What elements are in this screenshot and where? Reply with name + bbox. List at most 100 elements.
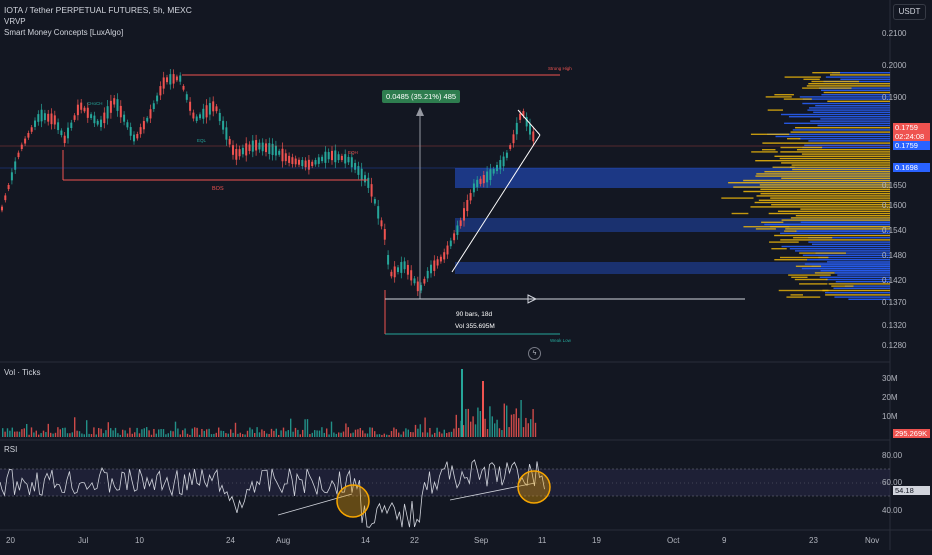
volume-bar	[76, 430, 78, 437]
volume-profile-bar	[825, 76, 890, 78]
candle-body	[245, 143, 248, 156]
rsi-pane-title[interactable]: RSI	[4, 445, 18, 454]
volume-bar	[198, 434, 201, 437]
volume-profile-bar	[762, 149, 776, 151]
candle-body	[152, 103, 155, 110]
bars-label: 90 bars, 18d	[456, 311, 493, 318]
volume-profile-bar	[788, 116, 890, 118]
indicator-vrvp[interactable]: VRVP	[4, 17, 26, 26]
volume-profile-bar	[777, 210, 890, 212]
volume-bar	[321, 427, 323, 437]
volume-profile-bar	[828, 283, 890, 285]
volume-profile-bar	[767, 133, 890, 135]
volume-profile-bar	[721, 197, 754, 199]
volume-profile-bar	[789, 248, 890, 250]
volume-profile-bar	[834, 272, 890, 274]
candle-body	[436, 259, 439, 266]
volume-profile-bar	[762, 142, 890, 144]
rsi-line	[0, 459, 545, 528]
symbol-title: IOTA / Tether PERPETUAL FUTURES, 5h, MEX…	[4, 5, 192, 15]
candle-body	[525, 117, 528, 127]
volume-bar	[222, 430, 225, 437]
volume-bar	[402, 431, 405, 437]
volume-bar	[314, 430, 316, 437]
volume-bar	[208, 428, 210, 437]
volume-bar	[206, 429, 208, 437]
candle-body	[159, 86, 162, 96]
volume-bar	[150, 434, 153, 437]
volume-bar	[393, 427, 395, 437]
volume-bar	[438, 431, 441, 437]
indicator-smc[interactable]: Smart Money Concepts [LuxAlgo]	[4, 28, 124, 37]
volume-bar	[93, 427, 95, 437]
candle-body	[284, 153, 287, 162]
candle-body	[37, 114, 40, 122]
volume-profile-bar	[796, 149, 890, 151]
volume-bar	[11, 427, 13, 437]
volume-bar	[342, 431, 345, 437]
candle-body	[109, 100, 112, 113]
volume-profile-bar	[825, 278, 890, 281]
volume-bar	[386, 434, 388, 437]
volume-bar	[501, 430, 503, 437]
volume-bar	[318, 430, 321, 437]
volume-profile-bar	[733, 186, 890, 188]
volume-profile-bar	[791, 276, 808, 278]
volume-profile-bar	[795, 230, 890, 232]
volume-bar	[174, 421, 177, 437]
candle-body	[169, 74, 172, 85]
volume-profile-bar	[781, 245, 890, 248]
volume-bar	[285, 431, 287, 437]
volume-profile-bar	[804, 144, 890, 146]
price-tick: 0.1280	[882, 341, 907, 350]
volume-bar	[227, 433, 229, 437]
volume-bar	[234, 422, 237, 437]
volume-profile-bar	[743, 190, 890, 193]
volume-profile-bar	[802, 98, 890, 100]
volume-bar	[359, 427, 361, 437]
candle-body	[149, 109, 152, 119]
candle-body	[195, 116, 198, 121]
volume-bar	[258, 432, 261, 437]
volume-profile-bar	[825, 294, 890, 296]
volume-profile-bar	[799, 252, 846, 254]
candle-body	[192, 112, 195, 119]
candle-body	[463, 208, 465, 221]
date-tick: 19	[592, 536, 601, 545]
volume-profile-bar	[781, 177, 890, 179]
volume-profile-bar	[756, 195, 890, 197]
volume-bar	[9, 430, 11, 437]
measure-label[interactable]: 0.0485 (35.21%) 485	[382, 90, 461, 103]
candle-body	[387, 255, 390, 265]
volume-bar	[294, 427, 297, 437]
volume-profile-bar	[800, 221, 890, 223]
volume-bar	[417, 428, 419, 437]
volume-bar	[100, 428, 102, 437]
volume-bar	[74, 417, 76, 437]
volume-bar	[16, 431, 18, 437]
volume-profile-bar	[815, 252, 890, 254]
price-tick: 0.1600	[882, 201, 907, 210]
volume-bar	[434, 432, 436, 437]
volume-bar	[304, 419, 306, 437]
volume-bar	[340, 432, 342, 437]
volume-bar	[364, 433, 366, 437]
candle-body	[218, 112, 221, 122]
volume-bar	[461, 369, 463, 437]
lightning-icon[interactable]: ϟ	[528, 347, 541, 360]
volume-bar	[177, 428, 179, 437]
volume-bar	[102, 433, 105, 437]
volume-bar	[477, 407, 479, 437]
candle-body	[20, 144, 23, 150]
volume-pane-title[interactable]: Vol · Ticks	[4, 368, 41, 377]
volume-bar	[158, 429, 160, 437]
volume-bar	[225, 433, 227, 437]
candle-body	[14, 161, 17, 170]
currency-button[interactable]: USDT	[893, 4, 926, 20]
volume-profile-bar	[829, 74, 890, 76]
candle-body	[76, 104, 79, 116]
volume-bar	[532, 409, 534, 437]
volume-profile-bar	[761, 221, 784, 223]
